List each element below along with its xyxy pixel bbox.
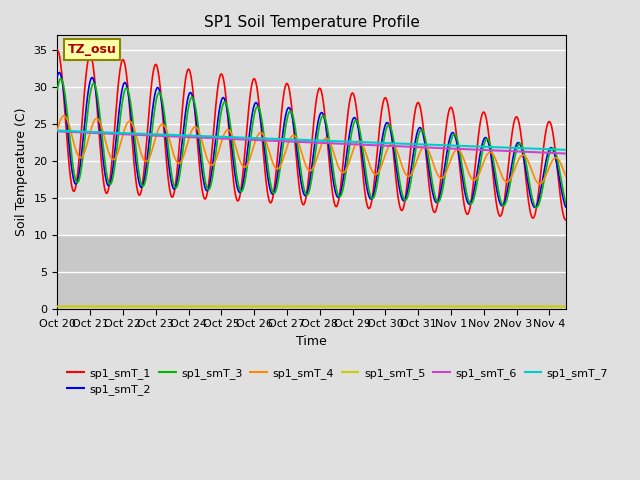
Legend: sp1_smT_1, sp1_smT_2, sp1_smT_3, sp1_smT_4, sp1_smT_5, sp1_smT_6, sp1_smT_7: sp1_smT_1, sp1_smT_2, sp1_smT_3, sp1_smT…: [63, 363, 612, 400]
Text: TZ_osu: TZ_osu: [68, 43, 116, 56]
Title: SP1 Soil Temperature Profile: SP1 Soil Temperature Profile: [204, 15, 419, 30]
Y-axis label: Soil Temperature (C): Soil Temperature (C): [15, 108, 28, 236]
X-axis label: Time: Time: [296, 335, 327, 348]
Bar: [58, 235, 566, 309]
